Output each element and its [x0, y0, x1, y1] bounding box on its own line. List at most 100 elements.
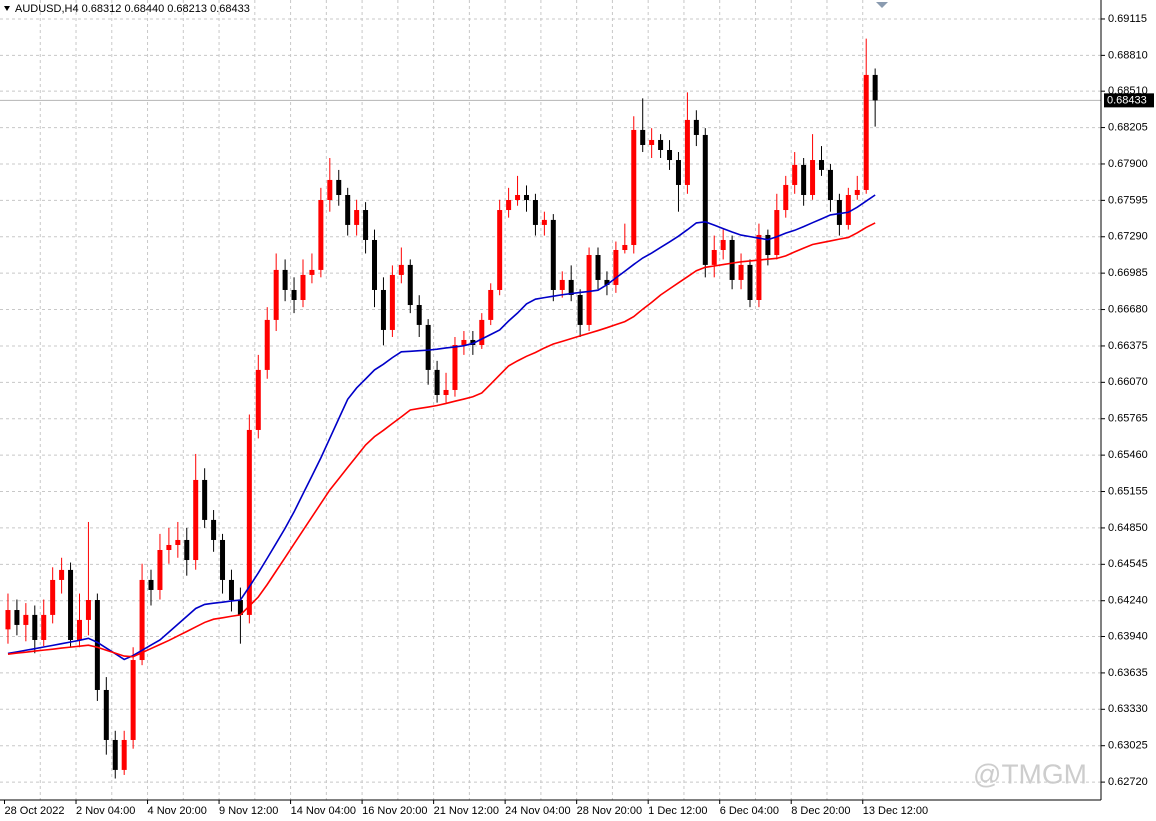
candle-body — [613, 250, 619, 285]
candle-body — [738, 264, 744, 280]
axes: 0.691150.688100.685100.682050.679000.675… — [4, 13, 1154, 817]
candle-body — [345, 194, 351, 225]
candle-body — [827, 169, 833, 200]
y-tick-label: 0.68205 — [1108, 121, 1148, 133]
candle-body — [854, 189, 860, 195]
candle-body — [211, 519, 217, 540]
candle-body — [389, 274, 395, 330]
candle-body — [246, 429, 252, 615]
candle-body — [747, 264, 753, 300]
candle-body — [568, 279, 574, 295]
candle-body — [220, 539, 226, 580]
candle-body — [586, 255, 592, 325]
y-tick-label: 0.68810 — [1108, 49, 1148, 61]
candle-body — [407, 264, 413, 306]
x-tick-label: 28 Nov 20:00 — [577, 805, 642, 817]
x-tick-label: 24 Nov 04:00 — [505, 805, 570, 817]
x-tick-label: 2 Nov 04:00 — [76, 805, 135, 817]
candle-body — [801, 164, 807, 195]
candle-body — [470, 339, 476, 345]
candle-body — [675, 160, 681, 185]
shift-marker[interactable] — [876, 2, 888, 8]
candle-body — [5, 610, 11, 630]
y-tick-label: 0.67595 — [1108, 194, 1148, 206]
candle-body — [497, 210, 503, 290]
candle-body — [819, 160, 825, 170]
candle-body — [336, 179, 342, 195]
x-tick-label: 6 Dec 04:00 — [720, 805, 779, 817]
plot-area — [0, 38, 1101, 779]
candle-body — [559, 279, 565, 290]
candle-body — [193, 479, 199, 561]
candle-body — [479, 319, 485, 345]
menu-arrow[interactable] — [4, 6, 10, 11]
candle-body — [577, 294, 583, 325]
x-tick-label: 13 Dec 12:00 — [863, 805, 928, 817]
candle-body — [532, 200, 538, 225]
candle-body — [810, 160, 816, 195]
candle-body — [175, 539, 181, 545]
x-tick-label: 16 Nov 20:00 — [362, 805, 427, 817]
candle-body — [649, 139, 655, 145]
y-tick-label: 0.64240 — [1108, 595, 1148, 607]
y-tick-label: 0.63940 — [1108, 630, 1148, 642]
candle-body — [354, 210, 360, 225]
candle-body — [523, 194, 529, 200]
candle-body — [184, 539, 190, 561]
y-tick-label: 0.62720 — [1108, 776, 1148, 788]
candle-body — [658, 139, 664, 150]
candle-body — [434, 369, 440, 395]
candle-body — [282, 269, 288, 290]
y-tick-label: 0.63330 — [1108, 703, 1148, 715]
candle-body — [50, 579, 56, 615]
x-tick-label: 1 Dec 12:00 — [648, 805, 707, 817]
y-tick-label: 0.66985 — [1108, 267, 1148, 279]
candle-body — [94, 600, 100, 690]
candle-body — [41, 614, 47, 640]
x-tick-label: 14 Nov 04:00 — [291, 805, 356, 817]
x-tick-label: 8 Dec 20:00 — [791, 805, 850, 817]
candle-body — [59, 569, 65, 580]
candle-body — [327, 179, 333, 200]
x-tick-label: 28 Oct 2022 — [5, 805, 65, 817]
candle-body — [85, 600, 91, 620]
candle-body — [863, 74, 869, 190]
grid — [0, 0, 1101, 800]
candle-body — [121, 739, 127, 770]
x-tick-label: 4 Nov 20:00 — [148, 805, 207, 817]
candle-body — [872, 74, 878, 101]
candle-body — [836, 200, 842, 225]
candle-body — [720, 239, 726, 250]
candle-body — [103, 689, 109, 740]
y-tick-label: 0.69115 — [1108, 13, 1147, 25]
candle-body — [792, 164, 798, 185]
candle-body — [783, 184, 789, 211]
candle-body — [452, 344, 458, 390]
y-tick-label: 0.67900 — [1108, 158, 1148, 170]
last-price-box — [1104, 93, 1154, 108]
last-price-label: 0.68433 — [1107, 94, 1147, 106]
candle-body — [380, 289, 386, 330]
candle-body — [461, 339, 467, 345]
candle-body — [363, 210, 369, 240]
x-tick-label: 9 Nov 12:00 — [219, 805, 278, 817]
candle-body — [774, 210, 780, 256]
candle-body — [443, 389, 449, 395]
y-tick-label: 0.64850 — [1108, 522, 1148, 534]
candle-body — [550, 219, 556, 290]
y-tick-label: 0.63635 — [1108, 667, 1148, 679]
candle-body — [309, 269, 315, 275]
y-tick-label: 0.65460 — [1108, 449, 1148, 461]
watermark: @TMGM — [973, 758, 1087, 789]
y-tick-label: 0.65155 — [1108, 485, 1148, 497]
candle-body — [148, 579, 154, 590]
candle-body — [157, 550, 163, 590]
candle-body — [425, 324, 431, 370]
y-tick-label: 0.65765 — [1108, 413, 1148, 425]
candle-body — [291, 289, 297, 300]
candle-body — [729, 239, 735, 280]
candle-body — [273, 269, 279, 320]
candle-body — [515, 194, 521, 200]
